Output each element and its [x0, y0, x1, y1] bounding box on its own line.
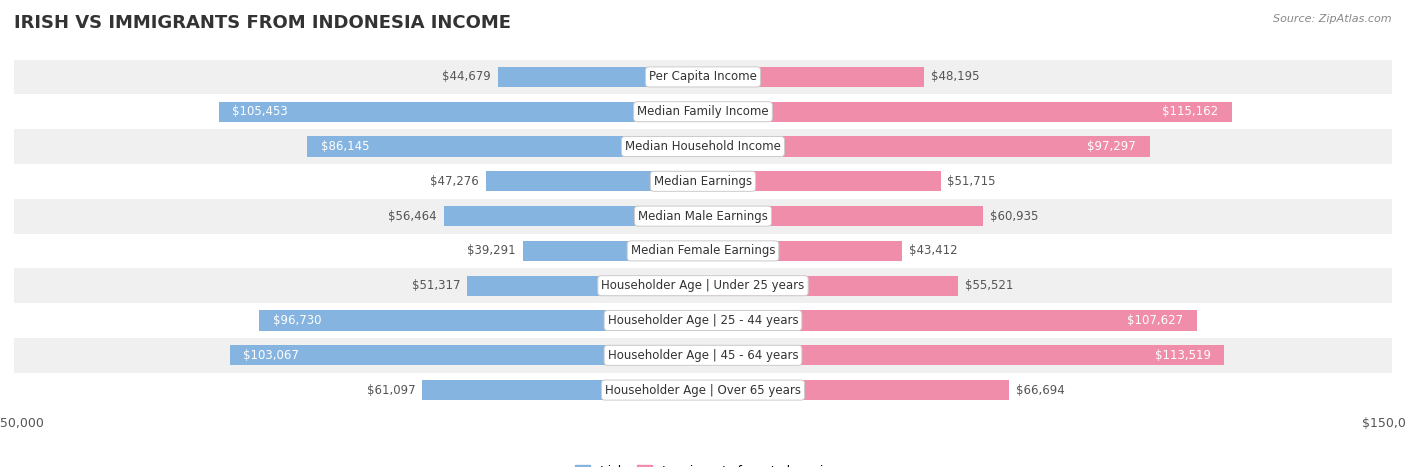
Bar: [703, 380, 1010, 400]
Text: Median Family Income: Median Family Income: [637, 105, 769, 118]
Bar: [703, 171, 941, 191]
Bar: [14, 59, 1392, 94]
Bar: [259, 311, 703, 331]
Bar: [703, 345, 1225, 365]
Bar: [229, 345, 703, 365]
Text: Median Earnings: Median Earnings: [654, 175, 752, 188]
Text: Median Male Earnings: Median Male Earnings: [638, 210, 768, 223]
Bar: [14, 269, 1392, 303]
Text: $60,935: $60,935: [990, 210, 1038, 223]
Bar: [219, 102, 703, 122]
Bar: [703, 276, 957, 296]
Text: $43,412: $43,412: [910, 244, 957, 257]
Bar: [486, 171, 703, 191]
Bar: [14, 373, 1392, 408]
Bar: [14, 198, 1392, 234]
Bar: [308, 136, 703, 156]
Bar: [498, 67, 703, 87]
Text: $113,519: $113,519: [1154, 349, 1211, 362]
Text: $55,521: $55,521: [965, 279, 1014, 292]
Text: $105,453: $105,453: [232, 105, 288, 118]
Text: $107,627: $107,627: [1128, 314, 1184, 327]
Bar: [14, 338, 1392, 373]
Text: $115,162: $115,162: [1161, 105, 1218, 118]
Bar: [14, 94, 1392, 129]
Legend: Irish, Immigrants from Indonesia: Irish, Immigrants from Indonesia: [569, 460, 837, 467]
Bar: [703, 206, 983, 226]
Text: $86,145: $86,145: [321, 140, 370, 153]
Text: Median Household Income: Median Household Income: [626, 140, 780, 153]
Text: $66,694: $66,694: [1017, 383, 1064, 396]
Text: $48,195: $48,195: [931, 71, 980, 84]
Bar: [523, 241, 703, 261]
Bar: [703, 67, 924, 87]
Text: $47,276: $47,276: [430, 175, 479, 188]
Bar: [703, 241, 903, 261]
Bar: [14, 164, 1392, 198]
Bar: [703, 311, 1198, 331]
Text: $103,067: $103,067: [243, 349, 299, 362]
Text: IRISH VS IMMIGRANTS FROM INDONESIA INCOME: IRISH VS IMMIGRANTS FROM INDONESIA INCOM…: [14, 14, 510, 32]
Text: Median Female Earnings: Median Female Earnings: [631, 244, 775, 257]
Text: $51,715: $51,715: [948, 175, 995, 188]
Bar: [467, 276, 703, 296]
Text: $44,679: $44,679: [441, 71, 491, 84]
Bar: [444, 206, 703, 226]
Text: Householder Age | 45 - 64 years: Householder Age | 45 - 64 years: [607, 349, 799, 362]
Text: $97,297: $97,297: [1087, 140, 1136, 153]
Text: Householder Age | 25 - 44 years: Householder Age | 25 - 44 years: [607, 314, 799, 327]
Bar: [422, 380, 703, 400]
Text: $96,730: $96,730: [273, 314, 321, 327]
Text: Householder Age | Under 25 years: Householder Age | Under 25 years: [602, 279, 804, 292]
Text: $51,317: $51,317: [412, 279, 460, 292]
Bar: [703, 102, 1232, 122]
Bar: [14, 303, 1392, 338]
Text: $61,097: $61,097: [367, 383, 416, 396]
Text: Per Capita Income: Per Capita Income: [650, 71, 756, 84]
Bar: [14, 129, 1392, 164]
Text: Householder Age | Over 65 years: Householder Age | Over 65 years: [605, 383, 801, 396]
Bar: [14, 234, 1392, 269]
Text: $39,291: $39,291: [467, 244, 516, 257]
Text: Source: ZipAtlas.com: Source: ZipAtlas.com: [1274, 14, 1392, 24]
Text: $56,464: $56,464: [388, 210, 437, 223]
Bar: [703, 136, 1150, 156]
